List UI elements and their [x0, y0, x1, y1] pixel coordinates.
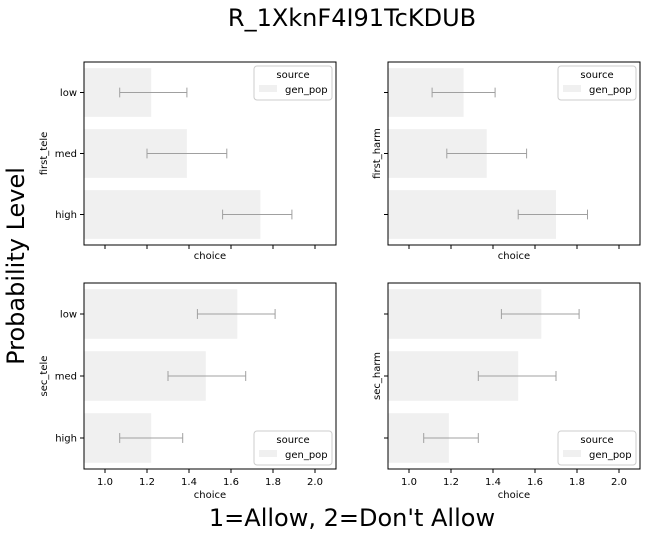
x-tick-label: 2.0: [307, 477, 323, 488]
x-axis-label: choice: [498, 490, 530, 501]
legend-swatch: [259, 85, 277, 92]
error-bar-high: [119, 433, 184, 443]
error-bar-low: [500, 309, 580, 319]
x-tick-label: 1.2: [443, 477, 459, 488]
y-tick-label-high: high: [55, 434, 77, 445]
legend: source gen_pop: [253, 65, 333, 101]
x-tick-label: 1.8: [265, 477, 281, 488]
subplot-first-harm: choice first_harm source gen_pop: [372, 61, 641, 262]
y-axis-label: sec_harm: [372, 352, 383, 400]
legend: source gen_pop: [557, 430, 637, 466]
figure-x-label: 1=Allow, 2=Don't Allow: [209, 504, 495, 532]
x-tick-label: 1.4: [485, 477, 501, 488]
legend-entry: gen_pop: [285, 450, 328, 461]
y-tick-label-low: low: [60, 310, 77, 321]
error-bar-low: [119, 87, 188, 98]
legend-entry: gen_pop: [589, 85, 632, 96]
x-tick-label: 1.2: [139, 477, 155, 488]
legend-title: source: [276, 435, 309, 446]
x-tick-label: 1.4: [181, 477, 197, 488]
x-tick-label: 1.6: [223, 477, 239, 488]
x-tick-label: 2.0: [611, 477, 627, 488]
legend-entry: gen_pop: [285, 85, 328, 96]
y-axis-label: first_harm: [372, 128, 383, 179]
error-bar-low: [196, 309, 276, 319]
error-bar-med: [477, 371, 557, 381]
y-axis-label: sec_tele: [39, 356, 50, 397]
x-tick-label: 1.0: [97, 477, 113, 488]
legend-entry: gen_pop: [589, 450, 632, 461]
legend: source gen_pop: [557, 65, 637, 101]
legend-swatch: [259, 450, 277, 457]
error-bar-high: [423, 433, 479, 443]
x-tick-label: 1.8: [569, 477, 585, 488]
legend-title: source: [580, 70, 613, 81]
error-bar-med: [167, 371, 247, 381]
error-bar-low: [431, 87, 496, 98]
y-tick-label-low: low: [60, 88, 77, 99]
error-bar-med: [446, 148, 528, 159]
y-tick-label-med: med: [55, 372, 77, 383]
figure-title: R_1XknF4I91TcKDUB: [228, 4, 476, 32]
x-axis-label: choice: [498, 251, 530, 262]
legend: source gen_pop: [253, 430, 333, 466]
y-tick-label-med: med: [55, 149, 77, 160]
subplot-sec-tele: low med high 1.0 1.2 1.4 1.6 1.8 2.0 choice sec_te…: [39, 282, 337, 501]
x-axis-label: choice: [194, 251, 226, 262]
x-axis-label: choice: [194, 490, 226, 501]
axes-frame: [83, 282, 337, 470]
axes-frame: [387, 61, 641, 246]
subplot-first-tele: low med high choice first_tele source gen_pop: [39, 61, 337, 262]
error-bar-high: [517, 209, 588, 220]
error-bar-high: [222, 209, 293, 220]
subplot-grid: lowmedhighchoicefirst_telesourcegen_popc…: [39, 61, 641, 501]
figure-y-label: Probability Level: [2, 167, 30, 365]
legend-swatch: [563, 450, 581, 457]
legend-swatch: [563, 85, 581, 92]
y-axis-label: first_tele: [39, 132, 50, 176]
axes-frame: [387, 282, 641, 470]
x-tick-label: 1.6: [527, 477, 543, 488]
x-tick-label: 1.0: [401, 477, 417, 488]
y-tick-label-high: high: [55, 210, 77, 221]
legend-title: source: [276, 70, 309, 81]
legend-title: source: [580, 435, 613, 446]
error-bar-med: [146, 148, 228, 159]
axes-frame: [83, 61, 337, 246]
